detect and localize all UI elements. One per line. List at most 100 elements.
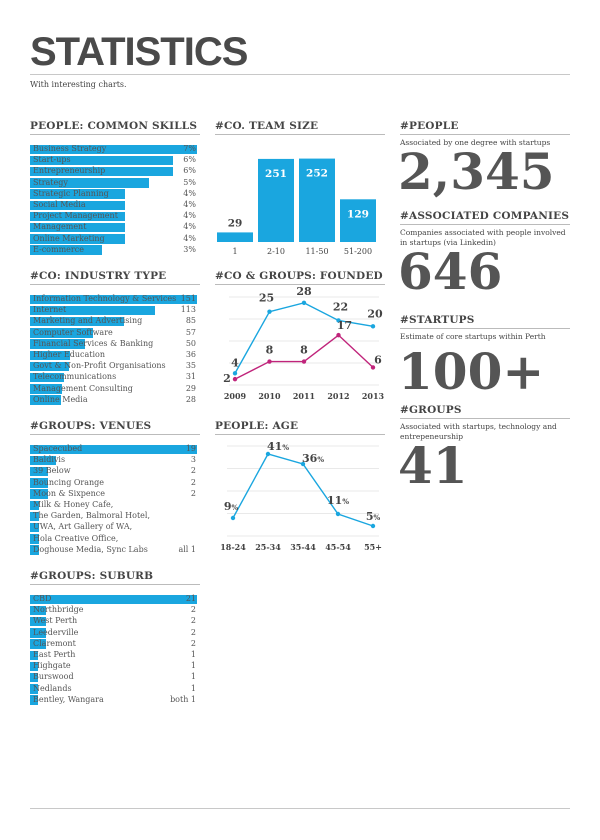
industry-bar-row: Financial Services & Banking 50 — [30, 339, 200, 350]
suburb-bar-value: 1 — [190, 672, 196, 682]
industry-bar-row: Telecommunications 31 — [30, 372, 200, 383]
industry-bar-label: Internet — [33, 305, 67, 315]
suburb-bar-value: 1 — [190, 683, 196, 693]
age-heading: PEOPLE: AGE — [215, 420, 299, 432]
associated-description: Companies associated with people involve… — [400, 228, 566, 247]
team-size-value: 252 — [306, 168, 328, 180]
venues-bar-label: Doghouse Media, Sync Labs — [33, 544, 148, 554]
groups-count: 41 — [398, 436, 468, 495]
venues-bar — [30, 455, 57, 466]
founded-tick: 2010 — [258, 391, 281, 401]
age-rule — [215, 434, 385, 435]
skills-bar-label: Strategy — [33, 177, 68, 187]
suburb-bar-row: East Perth 1 — [30, 650, 200, 661]
industry-bar-label: Management Consulting — [33, 383, 133, 393]
venues-bar-label: Moon & Sixpence — [33, 488, 105, 498]
skills-bar — [30, 144, 197, 154]
industry-bar-row: Govt & Non-Profit Organisations 35 — [30, 361, 200, 372]
team-size-tick: 11-50 — [305, 247, 328, 256]
skills-bar-row: Entrepreneurship 6% — [30, 166, 200, 177]
venues-bar-row: Spacecubed 19 — [30, 444, 200, 455]
skills-bar — [30, 234, 126, 244]
suburb-bar-row: CBD 21 — [30, 594, 200, 605]
suburb-bar-row: Nedlands 1 — [30, 684, 200, 695]
founded-series-line — [234, 334, 374, 380]
founded-point — [336, 332, 341, 338]
venues-bar — [30, 534, 39, 544]
suburb-bar-value: 1 — [190, 661, 196, 671]
venues-chart: Spacecubed 19 Baldivis 3 39 Below 2 Bouncing O… — [30, 444, 200, 556]
team-size-bar — [258, 158, 294, 242]
suburb-bar — [30, 661, 38, 672]
founded-point — [232, 371, 238, 376]
venues-bar-row: Milk & Honey Cafe, — [30, 500, 200, 511]
suburb-bar-value: 2 — [190, 605, 196, 615]
founded-data-label: 6 — [374, 353, 382, 366]
industry-bar-label: Computer Software — [33, 327, 113, 337]
venues-bar-row: 39 Below 2 — [30, 466, 200, 477]
skills-bar — [30, 211, 126, 222]
suburb-bar — [30, 628, 46, 638]
suburb-bar-row: Claremont 2 — [30, 639, 200, 650]
industry-bar-value: 28 — [185, 394, 196, 404]
venues-bar-label: The Garden, Balmoral Hotel, — [33, 511, 150, 521]
founded-point — [370, 365, 376, 370]
age-percent-sign: % — [374, 513, 381, 522]
suburb-bar-value: 2 — [190, 627, 196, 637]
people-description: Associated by one degree with startups — [400, 138, 551, 147]
industry-heading: #CO: INDUSTRY TYPE — [30, 270, 167, 282]
skills-bar-row: Business Strategy 7% — [30, 144, 200, 155]
venues-bar — [30, 444, 197, 454]
age-point — [230, 515, 236, 521]
venues-bar-value: 3 — [190, 455, 196, 465]
skills-bar-row: Start-ups 6% — [30, 155, 200, 166]
venues-bar-label: Baldivis — [33, 455, 66, 465]
founded-data-label: 8 — [266, 344, 274, 357]
venues-bar-row: Moon & Sixpence 2 — [30, 489, 200, 500]
suburb-bar — [30, 605, 46, 616]
venues-bar-value: 19 — [185, 444, 196, 453]
age-tick: 25-34 — [255, 542, 281, 552]
industry-bar — [30, 395, 61, 405]
team-size-bar — [299, 158, 335, 242]
founded-point — [336, 318, 341, 323]
industry-bar-value: 36 — [185, 350, 196, 359]
suburb-bar-row: Bentley, Wangara both 1 — [30, 695, 200, 706]
founded-data-label: 25 — [259, 292, 274, 305]
industry-bar-row: Online Media 28 — [30, 395, 200, 406]
skills-rule — [30, 134, 200, 135]
age-percent-sign: % — [282, 443, 289, 452]
skills-bar-row: Social Media 4% — [30, 200, 200, 211]
team-size-tick: 2-10 — [267, 247, 285, 256]
founded-data-label: 17 — [337, 319, 352, 332]
skills-bar — [30, 166, 174, 177]
industry-bar — [30, 305, 155, 316]
suburb-bar-value: 2 — [190, 616, 196, 626]
industry-bar — [30, 294, 197, 304]
associated-heading: #ASSOCIATED COMPANIES — [400, 210, 570, 222]
industry-bar-label: Marketing and Advertising — [33, 316, 143, 326]
suburb-bar-row: Highgate 1 — [30, 661, 200, 672]
founded-heading: #CO & GROUPS: FOUNDED — [215, 270, 383, 282]
industry-bar-row: Information Technology & Services 151 — [30, 294, 200, 305]
suburb-bar — [30, 650, 38, 660]
skills-bar-label: Strategic Planning — [33, 188, 109, 198]
suburb-bar-row: Northbridge 2 — [30, 605, 200, 616]
skills-bar-value: 3% — [183, 244, 196, 254]
people-count: 2,345 — [398, 142, 555, 201]
founded-data-label: 4 — [231, 356, 239, 369]
age-tick: 55+ — [364, 542, 382, 552]
industry-bar — [30, 316, 124, 327]
venues-bar-value: 2 — [190, 477, 196, 487]
suburb-bar-row: West Perth 2 — [30, 616, 200, 627]
team-size-bar — [217, 232, 253, 242]
age-data-label: 36% — [302, 452, 324, 465]
groups-heading: #GROUPS — [400, 404, 462, 416]
venues-bar-label: Hola Creative Office, — [33, 533, 119, 543]
age-data-label: 41% — [267, 440, 289, 453]
suburb-bar-label: CBD — [33, 594, 52, 603]
industry-bar-row: Management Consulting 29 — [30, 384, 200, 395]
team-size-chart: 29 1 251 2-10 252 11-50 129 51-200 — [217, 158, 376, 256]
team-size-value: 29 — [228, 217, 243, 229]
